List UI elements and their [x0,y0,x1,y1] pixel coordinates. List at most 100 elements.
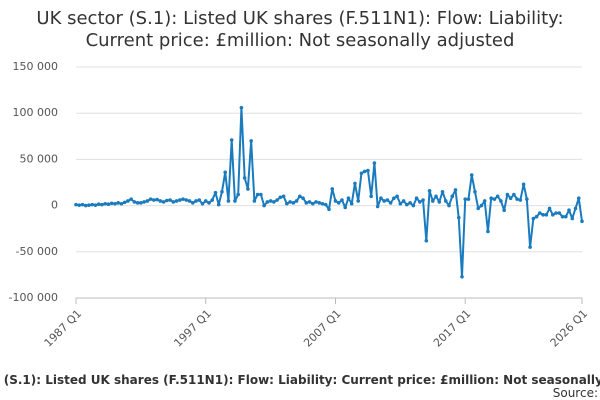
data-point [489,196,493,201]
data-point [242,176,247,180]
data-point [132,200,137,204]
data-point [359,171,364,176]
data-point [177,198,182,202]
data-point [265,200,270,204]
data-point [161,200,166,204]
data-point [353,181,357,186]
data-point [505,192,510,197]
data-point [96,202,101,207]
data-point [460,274,464,279]
data-point [476,206,481,211]
data-point [106,202,111,207]
data-point [392,196,396,201]
data-point [356,199,360,203]
data-point [122,200,127,205]
x-tick-label: 2017 Q1 [431,307,474,350]
data-point [262,203,266,208]
data-point [518,198,523,202]
data-point [551,213,555,217]
data-point [249,139,253,143]
data-point [320,201,325,206]
y-tick-label: 100 000 [13,106,59,119]
x-tick-label: 1997 Q1 [171,307,214,350]
data-point [421,198,425,202]
data-point [294,199,299,203]
data-point [281,194,286,199]
data-point [515,197,519,201]
data-point [116,201,120,205]
data-point [554,211,558,215]
data-point [301,196,305,201]
data-point [567,208,571,213]
data-point [418,200,422,204]
data-point [563,214,568,219]
data-point [443,199,448,203]
data-point [135,201,140,205]
x-tick-label: 2026 Q1 [548,307,591,350]
data-point [223,170,228,175]
data-point [508,196,513,201]
data-point [229,138,234,142]
footer-title: UK sector (S.1): Listed UK shares (F.511… [0,373,600,387]
data-point [547,206,552,211]
data-point [499,199,503,203]
data-point [395,194,399,199]
data-point [375,204,380,209]
data-point [336,201,341,205]
data-point [379,196,383,201]
data-point [362,169,367,174]
data-point [184,198,189,202]
data-point [310,201,315,206]
chart-title: UK sector (S.1): Listed UK shares (F.511… [36,8,563,29]
data-point [560,214,565,219]
data-point [557,211,562,215]
data-point [369,194,373,199]
data-point [525,197,529,201]
data-point [187,199,192,203]
source: Source: [553,386,598,400]
data-point [576,196,581,201]
data-point [437,200,442,204]
data-point [408,201,412,205]
data-point [521,182,526,187]
data-point [213,190,218,195]
data-point [430,199,435,203]
data-point [83,203,88,208]
data-point [152,198,156,202]
data-point [168,198,172,202]
chart-title: Current price: £million: Not seasonally … [86,30,515,51]
data-point [502,208,506,213]
data-point [580,219,584,224]
data-point [226,199,231,203]
data-point [405,202,409,207]
data-point [298,194,302,199]
data-point [570,216,575,221]
data-point [528,245,532,249]
data-point [473,189,477,194]
data-point [482,199,487,203]
data-point [197,198,202,202]
data-point [233,199,237,203]
data-point [259,192,263,197]
data-point [486,229,490,234]
data-point [80,202,85,207]
data-point [385,198,390,202]
data-point [349,201,354,206]
data-point [203,199,208,203]
data-point [447,203,451,208]
data-point [272,200,276,204]
data-point [220,189,224,194]
data-point [414,196,419,201]
data-point [466,197,471,201]
data-point [314,200,318,204]
data-point [158,199,163,203]
data-point [171,200,176,204]
data-point [77,203,82,207]
data-point [440,189,445,194]
data-point [74,202,78,207]
y-tick-label: 50 000 [20,152,59,165]
data-point [450,194,455,199]
data-point [139,201,143,205]
data-point [194,199,198,203]
data-point [246,187,250,191]
